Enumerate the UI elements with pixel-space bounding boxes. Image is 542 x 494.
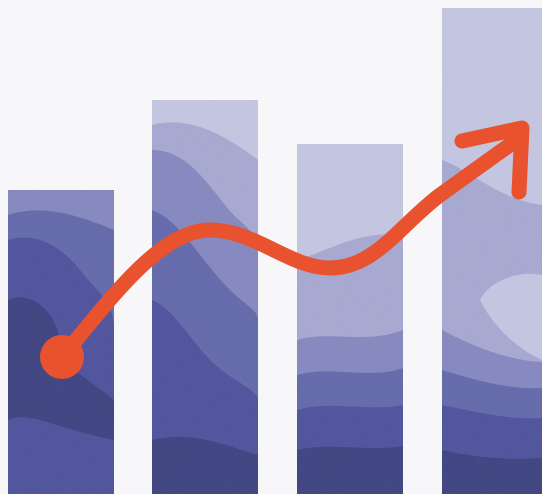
trend-arrow: [40, 120, 530, 379]
trend-line: [54, 132, 525, 365]
bar-2: [152, 100, 258, 494]
bar-3: [297, 144, 403, 494]
bar-4: [442, 8, 542, 494]
start-dot: [40, 335, 84, 379]
arrow-head: [454, 120, 530, 200]
